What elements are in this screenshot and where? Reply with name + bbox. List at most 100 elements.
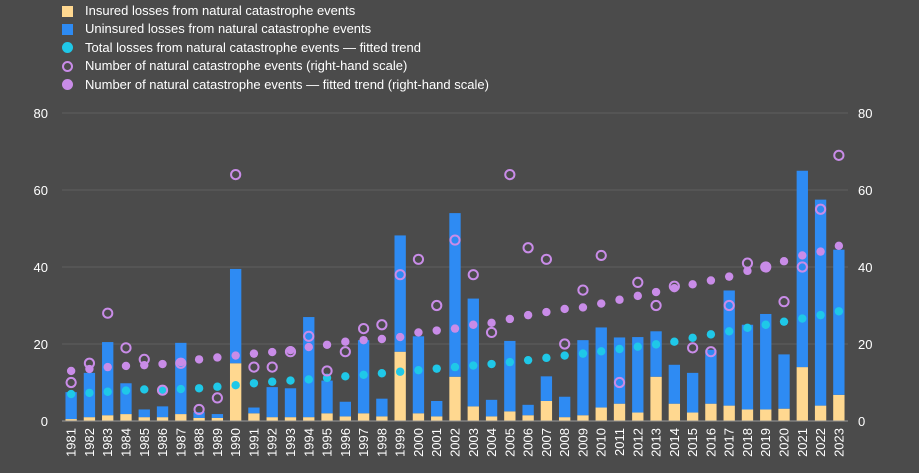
uninsured-bar-2019 bbox=[760, 313, 772, 410]
uninsured-bar-1983 bbox=[102, 342, 114, 416]
total-trend-dot-2007 bbox=[542, 353, 551, 363]
legend-item-total-trend: Total losses from natural catastrophe ev… bbox=[62, 39, 489, 57]
x-tick-label: 1988 bbox=[192, 428, 207, 457]
insured-bar-2000 bbox=[412, 413, 425, 421]
insured-bar-2004 bbox=[485, 416, 498, 421]
insured-bar-1985 bbox=[138, 417, 150, 421]
y-tick-right: 60 bbox=[858, 183, 872, 198]
uninsured-bar-2008 bbox=[559, 396, 571, 418]
x-tick-label: 2011 bbox=[612, 428, 627, 456]
x-tick-label: 2020 bbox=[777, 428, 792, 457]
uninsured-bar-2007 bbox=[540, 376, 553, 401]
total-trend-dot-1998 bbox=[377, 369, 387, 378]
event-ring-1995 bbox=[321, 365, 333, 377]
x-tick-label: 1994 bbox=[301, 428, 316, 457]
y-tick-left: 40 bbox=[34, 260, 48, 275]
event-trend-dot-1988 bbox=[194, 355, 204, 364]
event-trend-dot-2008 bbox=[560, 304, 569, 314]
x-tick-label: 1989 bbox=[210, 428, 225, 457]
event-ring-2002 bbox=[449, 234, 461, 246]
insured-bar-2014 bbox=[668, 403, 681, 421]
total-trend-dot-2010 bbox=[597, 347, 606, 356]
event-ring-2009 bbox=[577, 284, 589, 296]
insured-bar-1981 bbox=[65, 419, 77, 421]
x-tick-label: 1985 bbox=[137, 428, 152, 457]
insured-bar-2007 bbox=[540, 400, 553, 421]
event-ring-2016 bbox=[705, 346, 717, 358]
event-trend-dot-2011 bbox=[615, 295, 624, 304]
x-tick-label: 1990 bbox=[228, 428, 243, 457]
event-ring-1983 bbox=[102, 307, 114, 319]
uninsured-bar-2014 bbox=[668, 364, 681, 404]
event-trend-dot-2002 bbox=[450, 324, 460, 333]
event-ring-1998 bbox=[376, 319, 388, 331]
uninsured-bar-2022 bbox=[814, 199, 827, 406]
uninsured-bar-2003 bbox=[467, 298, 479, 407]
uninsured-bar-2011 bbox=[613, 337, 626, 404]
x-tick-label: 2021 bbox=[795, 428, 810, 457]
x-tick-label: 2016 bbox=[703, 428, 718, 457]
event-trend-dot-2003 bbox=[469, 320, 478, 329]
uninsured-bar-2002 bbox=[449, 213, 461, 377]
total-trend-dot-2004 bbox=[487, 359, 496, 369]
event-trend-dot-2012 bbox=[633, 291, 642, 301]
x-tick-label: 2002 bbox=[448, 428, 463, 457]
insured-bar-2020 bbox=[778, 408, 790, 421]
event-ring-1994 bbox=[303, 330, 315, 342]
event-trend-dot-1982 bbox=[85, 364, 94, 374]
insured-bar-2006 bbox=[522, 415, 534, 421]
insured-bar-2005 bbox=[504, 411, 516, 421]
event-ring-2021 bbox=[796, 261, 808, 273]
insured-bar-1988 bbox=[193, 417, 205, 421]
total-trend-dot-1982 bbox=[85, 388, 94, 398]
event-ring-1992 bbox=[266, 361, 278, 373]
uninsured-bar-2016 bbox=[705, 349, 717, 404]
events-trend-swatch bbox=[62, 79, 73, 91]
insured-bar-2021 bbox=[796, 367, 808, 421]
total-trend-dot-2016 bbox=[706, 330, 716, 339]
total-trend-dot-2018 bbox=[743, 323, 752, 333]
uninsured-bar-2021 bbox=[796, 170, 808, 368]
event-trend-dot-1991 bbox=[249, 349, 259, 358]
insured-bar-1983 bbox=[102, 415, 114, 421]
event-rings bbox=[65, 149, 845, 416]
total-trend-dot-2013 bbox=[651, 340, 661, 349]
uninsured-bar-1984 bbox=[120, 383, 132, 415]
event-ring-2017 bbox=[723, 299, 735, 312]
legend: Insured losses from natural catastrophe … bbox=[62, 2, 489, 94]
insured-bar-2023 bbox=[833, 394, 845, 421]
total-trend-dot-2003 bbox=[469, 361, 478, 370]
insured-swatch bbox=[62, 5, 73, 17]
insured-bar-2018 bbox=[741, 409, 754, 421]
event-trend-dot-2000 bbox=[414, 328, 423, 337]
event-trend-dot-2022 bbox=[816, 247, 825, 256]
event-ring-2007 bbox=[540, 253, 552, 265]
uninsured-bar-1995 bbox=[321, 380, 333, 414]
uninsured-bar-1996 bbox=[339, 401, 351, 417]
total-trend-dot-1999 bbox=[395, 367, 405, 376]
x-tick-label: 1982 bbox=[82, 428, 97, 457]
y-tick-left: 20 bbox=[34, 337, 48, 352]
event-ring-2023 bbox=[833, 149, 845, 161]
x-tick-label: 2013 bbox=[649, 428, 664, 457]
event-ring-1986 bbox=[156, 384, 169, 396]
left-axis-ticks: 0 20 40 60 80 bbox=[34, 106, 48, 429]
total-trend-dot-1986 bbox=[158, 385, 167, 395]
event-ring-2001 bbox=[431, 299, 443, 312]
event-ring-2011 bbox=[613, 376, 626, 389]
right-axis-ticks: 0 20 40 60 80 bbox=[858, 106, 872, 429]
events-swatch bbox=[62, 60, 73, 72]
event-ring-2006 bbox=[522, 242, 534, 254]
uninsured-bar-1986 bbox=[156, 406, 169, 418]
total-trend-dot-1994 bbox=[304, 375, 313, 384]
event-trend-dot-1993 bbox=[286, 345, 295, 355]
uninsured-bar-1990 bbox=[229, 268, 242, 364]
total-trend-dot-2005 bbox=[505, 357, 515, 367]
insured-bar-1995 bbox=[321, 413, 333, 421]
event-ring-1981 bbox=[65, 376, 77, 389]
event-trend-dot-1994 bbox=[304, 342, 313, 352]
event-ring-2022 bbox=[814, 203, 827, 215]
total-trend-dot-2021 bbox=[798, 314, 807, 323]
total-trend-dot-1985 bbox=[140, 385, 149, 394]
legend-label: Total losses from natural catastrophe ev… bbox=[85, 39, 422, 55]
